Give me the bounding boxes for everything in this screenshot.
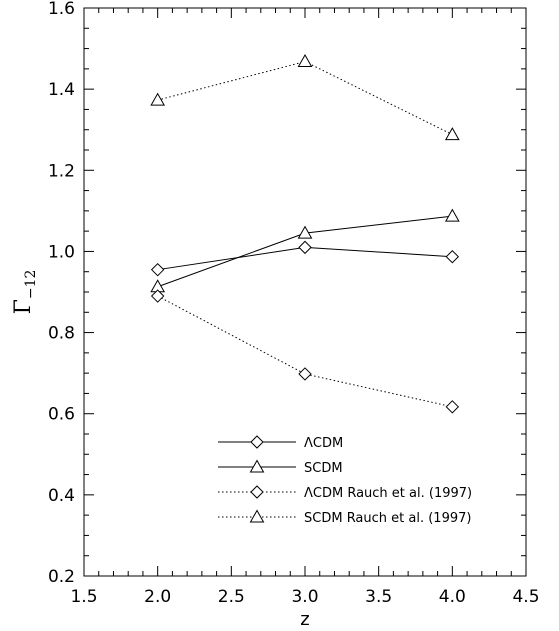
legend-marker-diamond xyxy=(250,485,264,499)
y-axis-label-subscript: −12 xyxy=(23,270,39,300)
x-tick-label: 4.0 xyxy=(439,587,466,607)
data-point-triangle xyxy=(444,208,460,222)
x-axis-label: z xyxy=(300,609,309,630)
legend-entry: SCDM Rauch et al. (1997) xyxy=(218,509,471,526)
data-point-diamond xyxy=(445,249,460,264)
legend-label: ΛCDM xyxy=(304,436,343,451)
y-tick-label: 0.2 xyxy=(48,567,75,587)
y-tick-label: 1.6 xyxy=(48,0,75,19)
legend-label: SCDM xyxy=(304,461,343,476)
x-tick-label: 1.5 xyxy=(70,587,97,607)
x-tick-label: 2.0 xyxy=(144,587,171,607)
x-tick-labels: 1.5 2.0 2.5 3.0 3.5 4.0 4.5 xyxy=(70,587,539,607)
legend-label: ΛCDM Rauch et al. (1997) xyxy=(304,486,472,501)
data-point-diamond xyxy=(298,367,312,381)
series-3 xyxy=(150,289,460,414)
legend-marker-triangle xyxy=(249,459,265,473)
data-point-triangle xyxy=(444,127,460,141)
legend-marker-triangle xyxy=(249,509,265,523)
y-tick-label: 0.6 xyxy=(48,405,75,425)
y-axis-label-main: Γ xyxy=(11,299,36,314)
series-line xyxy=(157,61,453,136)
legend-entry: SCDM xyxy=(218,459,343,476)
series-line xyxy=(157,295,453,408)
data-point-triangle xyxy=(150,92,166,106)
y-tick-label: 1.2 xyxy=(48,161,75,181)
data-point-diamond xyxy=(298,240,312,255)
data-point-triangle xyxy=(297,54,313,68)
series-2 xyxy=(150,208,460,293)
y-tick-label: 1.4 xyxy=(48,80,75,100)
x-tick-label: 2.5 xyxy=(218,587,245,607)
legend: ΛCDM SCDM ΛCDM Rauch et al. (1997) SCDM Rau… xyxy=(218,435,472,526)
data-point-diamond xyxy=(445,400,460,414)
legend-marker-diamond xyxy=(250,435,264,449)
legend-entry: ΛCDM Rauch et al. (1997) xyxy=(218,485,472,501)
y-tick-labels: 0.2 0.4 0.6 0.8 1.0 1.2 1.4 1.6 xyxy=(48,0,75,587)
y-tick-label: 0.4 xyxy=(48,486,75,506)
x-tick-label: 4.5 xyxy=(512,587,539,607)
legend-entry: ΛCDM xyxy=(218,435,343,451)
y-tick-label: 1.0 xyxy=(48,242,75,262)
series-1 xyxy=(150,240,460,277)
data-point-triangle xyxy=(297,225,313,239)
series-layer xyxy=(150,54,460,414)
y-axis-label: Γ−12 xyxy=(11,270,39,315)
y-tick-label: 0.8 xyxy=(48,324,75,344)
data-point-diamond xyxy=(150,289,165,303)
series-4 xyxy=(150,54,460,141)
x-tick-label: 3.0 xyxy=(291,587,318,607)
ticks-layer xyxy=(83,7,527,577)
x-tick-label: 3.5 xyxy=(365,587,392,607)
legend-label: SCDM Rauch et al. (1997) xyxy=(304,511,471,526)
data-point-diamond xyxy=(150,262,165,277)
